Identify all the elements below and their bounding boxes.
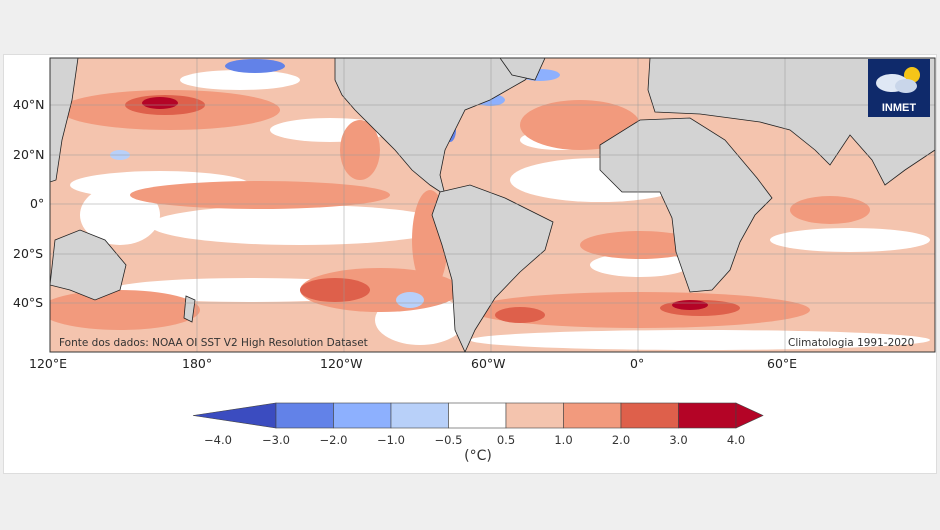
south-america [431, 184, 554, 352]
new-zealand [183, 295, 196, 323]
east-asia [50, 58, 79, 183]
colorbar-tick-label: −0.5 [434, 433, 463, 447]
lat-label: 20°S [13, 246, 44, 261]
lat-label: 40°S [13, 295, 44, 310]
climatology-note: Climatologia 1991-2020 [788, 337, 915, 349]
land-masses [50, 58, 935, 352]
lat-label: 40°N [13, 97, 45, 112]
colorbar-tick-label: −2.0 [319, 433, 348, 447]
colorbar-tick-label: −1.0 [377, 433, 405, 447]
lon-label: 120°E [29, 356, 68, 371]
colorbar-tick-label: −4.0 [204, 433, 232, 447]
lat-label: 0° [30, 196, 45, 211]
colorbar-segment [678, 402, 737, 429]
lon-label: 120°W [320, 356, 363, 371]
gridlines [50, 58, 935, 352]
colorbar-tick-label: 4.0 [726, 433, 746, 447]
colorbar-extend-low [192, 402, 277, 429]
australia [50, 229, 127, 301]
colorbar-tick-label: 3.0 [669, 433, 688, 447]
map-frame [49, 57, 936, 353]
colorbar-tick-label: 1.0 [554, 433, 573, 447]
inmet-logo: INMET [868, 59, 930, 117]
lon-label: 60°E [767, 356, 798, 371]
colorbar-segment [563, 402, 622, 429]
colorbar-segment [620, 402, 679, 429]
colorbar-extend-high [735, 402, 764, 429]
colorbar-segment [505, 402, 564, 429]
colorbar-tick-label: −3.0 [262, 433, 290, 447]
africa [599, 117, 773, 293]
data-source-note: Fonte dos dados: NOAA OI SST V2 High Res… [59, 337, 368, 349]
colorbar-segment [390, 402, 449, 429]
colorbar-segment [333, 402, 392, 429]
colorbar [192, 402, 764, 429]
lon-label: 180° [182, 356, 213, 371]
colorbar-unit: (°C) [464, 448, 492, 464]
colorbar-segment [448, 402, 507, 429]
colorbar-tick-label: 0.5 [496, 433, 516, 447]
colorbar-tick-label: 2.0 [611, 433, 631, 447]
cloud-sun-icon [876, 67, 920, 93]
lat-label: 20°N [13, 147, 45, 162]
colorbar-segment [275, 402, 334, 429]
greenland [499, 58, 546, 81]
lon-label: 60°W [471, 356, 506, 371]
eurasia [647, 58, 935, 186]
lon-label: 0° [630, 356, 645, 371]
